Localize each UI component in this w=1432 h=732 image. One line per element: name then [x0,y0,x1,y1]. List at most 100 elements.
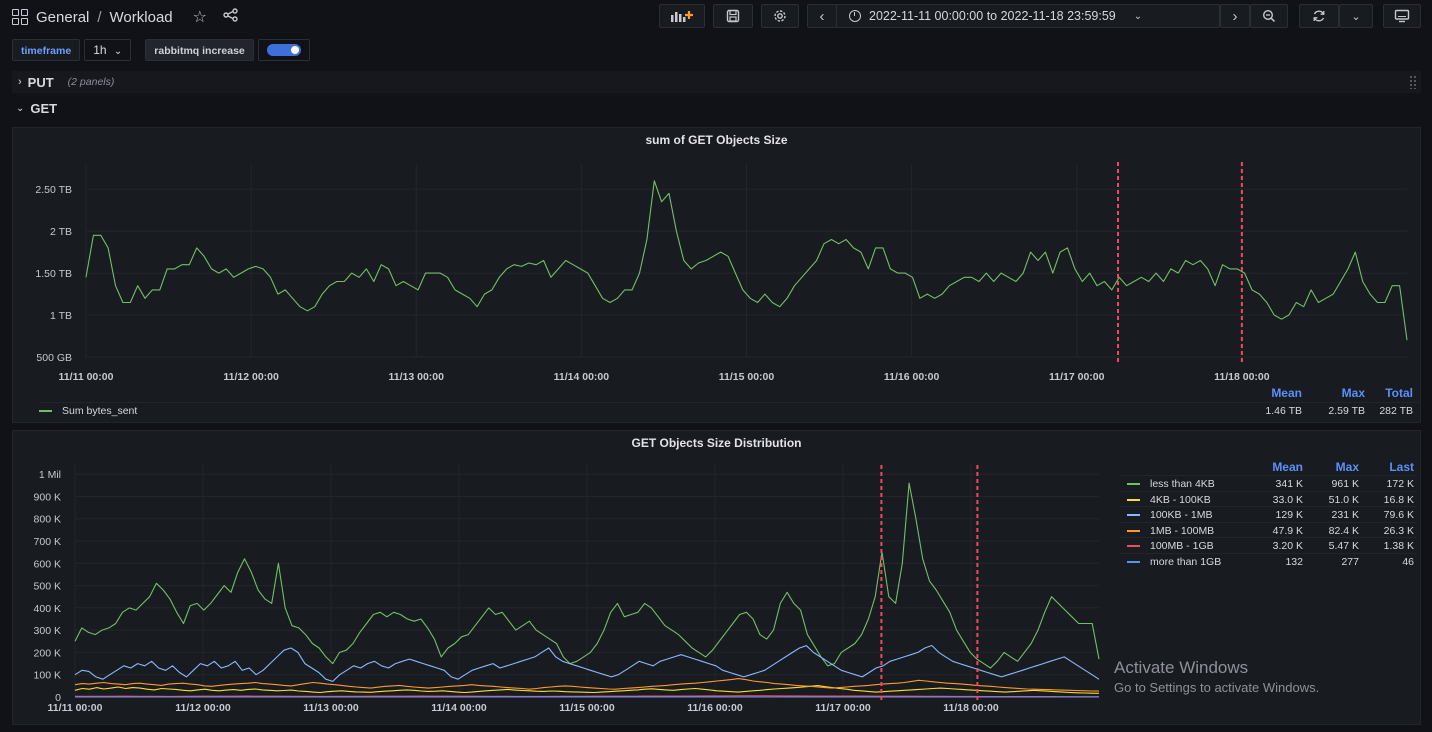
breadcrumb-separator: / [97,8,102,26]
panel-legend: Mean Max Total Sum bytes_sent 1.46 TB 2.… [13,386,1422,422]
y-tick-label: 0 [55,692,61,704]
x-tick-label: 11/14 00:00 [554,371,610,383]
legend-mean: 129 K [1275,509,1303,521]
chevron-down-icon: ⌄ [1351,10,1361,23]
legend-swatch [1127,514,1140,516]
legend-swatch [1127,529,1140,532]
legend-header-mean[interactable]: Mean [1272,460,1303,474]
x-tick-label: 11/13 00:00 [389,371,445,383]
legend-row[interactable]: 4KB - 100KB 33.0 K 51.0 K 16.8 K [1119,490,1417,507]
legend-row[interactable]: 100KB - 1MB 129 K 231 K 79.6 K [1119,506,1417,522]
rabbitmq-increase-toggle[interactable] [266,44,301,56]
chevron-down-icon: ⌄ [113,46,123,57]
legend-swatch [1127,483,1140,485]
legend-max: 961 K [1331,478,1359,490]
timeframe-value: 1h [93,43,107,57]
y-tick-label: 600 K [34,558,61,570]
time-shift-back-button[interactable]: ‹ [807,4,837,28]
panel-sum-get-objects-size[interactable]: sum of GET Objects Size 500 GB 1 TB 1.50 T… [12,127,1421,423]
legend-mean: 33.0 K [1272,493,1303,506]
row-put[interactable]: › PUT (2 panels) [12,71,1421,93]
legend-header-max[interactable]: Max [1335,460,1359,474]
legend-swatch [39,410,52,412]
breadcrumb-folder[interactable]: General [36,8,90,26]
x-tick-label: 11/16 00:00 [687,702,743,714]
zoom-out-button[interactable] [1250,4,1288,28]
legend-last: 1.38 K [1383,540,1414,552]
legend-row[interactable]: less than 4KB 341 K 961 K 172 K [1119,475,1417,491]
chevron-down-icon: ⌄ [1133,10,1143,22]
time-shift-forward-button[interactable]: › [1220,4,1250,28]
legend-max: 277 [1341,555,1359,568]
rabbitmq-increase-toggle-box [257,39,310,61]
panel-title: sum of GET Objects Size [645,133,788,147]
legend-row[interactable]: more than 1GB 132 277 46 [1119,552,1417,569]
x-tick-label: 11/14 00:00 [431,702,487,714]
refresh-button[interactable] [1299,4,1339,28]
template-variables: timeframe 1h ⌄ rabbitmq increase [12,39,310,61]
x-tick-label: 11/15 00:00 [559,702,615,714]
time-range-picker[interactable]: 2022-11-11 00:00:00 to 2022-11-18 23:59:… [836,4,1220,28]
monitor-icon [1394,9,1410,23]
refresh-interval-dropdown[interactable]: ⌄ [1339,4,1373,28]
row-title-get: GET [30,101,58,116]
y-tick-label: 2 TB [50,226,72,238]
x-tick-label: 11/16 00:00 [884,371,940,383]
x-tick-label: 11/11 00:00 [59,371,114,383]
legend-last: 16.8 K [1383,493,1414,506]
legend-row[interactable]: 1MB - 100MB 47.9 K 82.4 K 26.3 K [1119,521,1417,538]
legend-header-max[interactable]: Max [1341,386,1365,400]
legend-max: 5.47 K [1328,540,1359,552]
chart-sum-get-objects-size: 500 GB 1 TB 1.50 TB 2 TB 2.50 TB 11/11 00:00 1… [35,162,1408,383]
variable-label-timeframe: timeframe [12,39,81,61]
legend-header-last[interactable]: Last [1389,460,1414,474]
save-dashboard-button[interactable] [713,4,753,28]
x-tick-label: 11/12 00:00 [223,371,279,383]
row-get[interactable]: ⌄ GET [16,101,57,116]
legend-max: 82.4 K [1328,524,1359,537]
dashboards-grid-icon[interactable] [12,9,28,25]
y-tick-label: 700 K [34,536,61,548]
legend-header-mean[interactable]: Mean [1271,386,1302,400]
drag-handle-icon[interactable] [1409,75,1417,89]
tv-mode-button[interactable] [1383,4,1421,28]
star-icon[interactable]: ☆ [192,9,207,26]
add-panel-icon [671,11,693,22]
legend-series-name: more than 1GB [1127,556,1221,568]
dashboard-settings-button[interactable] [761,4,799,28]
legend-last: 172 K [1386,478,1414,490]
legend-row[interactable]: 100MB - 1GB 3.20 K 5.47 K 1.38 K [1119,537,1417,553]
legend-row-sum-bytes-sent[interactable]: Sum bytes_sent 1.46 TB 2.59 TB 282 TB [39,402,1419,419]
panel-legend: Mean Max Last less than 4KB 341 K 961 K 172… [1119,460,1417,570]
legend-max: 231 K [1331,509,1359,521]
legend-series-name: less than 4KB [1127,478,1215,490]
share-icon[interactable] [223,8,239,26]
y-tick-label: 200 K [34,647,61,659]
legend-header-total[interactable]: Total [1385,386,1413,400]
panel-get-objects-size-distribution[interactable]: GET Objects Size Distribution 0 100 K 200 … [12,430,1421,725]
variable-label-rabbitmq: rabbitmq increase [145,39,254,61]
add-panel-button[interactable] [659,4,705,28]
x-tick-label: 11/13 00:00 [303,702,359,714]
clock-icon [849,10,861,22]
legend-last: 26.3 K [1383,524,1414,537]
legend-swatch [1127,498,1140,501]
legend-mean: 341 K [1275,478,1303,490]
y-tick-label: 300 K [34,625,61,637]
top-navbar: General / Workload ☆ ‹ 2022-11-11 00:00:… [0,0,1432,34]
breadcrumb-dashboard[interactable]: Workload [109,8,173,26]
legend-mean: 132 [1285,555,1303,568]
x-tick-label: 11/17 00:00 [1049,371,1105,383]
x-tick-label: 11/18 00:00 [943,702,999,714]
breadcrumb: General / Workload ☆ [12,7,239,27]
y-tick-label: 1.50 TB [35,268,72,280]
legend-max: 51.0 K [1328,493,1359,506]
x-tick-label: 11/12 00:00 [175,702,231,714]
chart-get-objects-size-distribution: 0 100 K 200 K 300 K 400 K 500 K 600 K 700 K 800 … [34,463,1100,714]
y-tick-label: 800 K [34,514,61,526]
legend-max: 2.59 TB [1328,405,1365,417]
chevron-down-icon: ⌄ [16,103,25,114]
timeframe-select[interactable]: 1h ⌄ [84,39,132,61]
legend-mean: 3.20 K [1272,540,1303,552]
y-tick-label: 1 TB [50,310,72,322]
